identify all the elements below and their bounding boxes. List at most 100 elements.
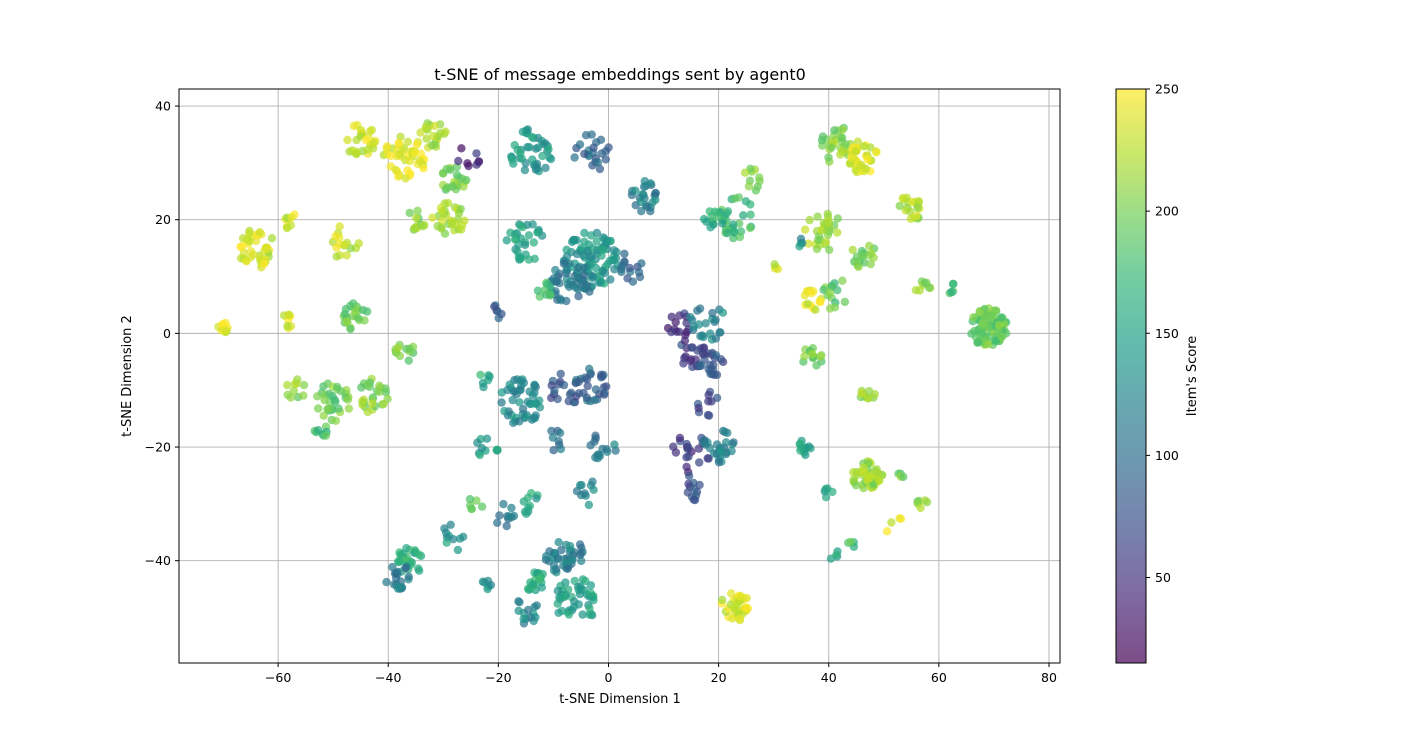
scatter-point <box>849 154 859 163</box>
scatter-point <box>693 306 702 315</box>
scatter-point <box>344 404 354 413</box>
scatter-point <box>838 147 847 156</box>
scatter-point <box>612 247 621 257</box>
scatter-point <box>574 285 583 294</box>
y-tick-label: −20 <box>145 440 171 455</box>
scatter-point <box>586 441 595 450</box>
scatter-point <box>949 279 958 289</box>
scatter-point <box>363 407 372 417</box>
scatter-point <box>428 213 437 222</box>
scatter-point <box>410 148 419 158</box>
scatter-point <box>289 386 298 395</box>
x-tick-label: 60 <box>931 670 947 685</box>
x-axis-ticks: −60 −40 −20 0 20 40 60 80 <box>265 663 1057 685</box>
scatter-point <box>313 392 322 401</box>
scatter-point <box>969 313 978 322</box>
scatter-point <box>442 538 451 547</box>
scatter-point <box>515 385 525 394</box>
scatter-point <box>251 236 261 246</box>
scatter-point <box>520 240 530 250</box>
scatter-points <box>214 119 1011 628</box>
scatter-point <box>865 251 874 260</box>
scatter-point <box>967 329 976 338</box>
scatter-point <box>553 586 562 596</box>
scatter-point <box>636 197 645 207</box>
scatter-point <box>602 445 611 454</box>
scatter-point <box>533 228 542 237</box>
scatter-point <box>646 179 655 188</box>
scatter-point <box>591 263 601 273</box>
scatter-point <box>386 151 395 160</box>
scatter-point <box>483 576 493 586</box>
scatter-point <box>680 336 690 345</box>
scatter-point <box>555 428 565 438</box>
scatter-point <box>585 364 594 373</box>
scatter-point <box>705 329 715 338</box>
scatter-point <box>402 544 411 553</box>
colorbar-tick-label: 50 <box>1155 570 1171 585</box>
scatter-point <box>687 315 697 325</box>
scatter-point <box>292 379 301 388</box>
scatter-point <box>429 131 438 141</box>
scatter-point <box>838 133 847 142</box>
scatter-point <box>411 213 421 223</box>
scatter-point <box>485 372 494 381</box>
scatter-point <box>585 287 594 296</box>
scatter-point <box>716 447 726 456</box>
scatter-point <box>849 468 858 477</box>
scatter-point <box>851 147 861 156</box>
scatter-point <box>398 146 407 155</box>
scatter-point <box>690 484 699 493</box>
scatter-point <box>283 380 292 390</box>
scatter-point <box>357 383 366 392</box>
scatter-point <box>824 153 833 162</box>
scatter-point <box>623 274 632 283</box>
plot-area: −60 −40 −20 0 20 40 60 80 −40 −20 0 20 40 <box>145 88 1061 685</box>
scatter-point <box>533 143 543 152</box>
scatter-point <box>542 552 551 561</box>
scatter-point <box>739 211 748 220</box>
scatter-point <box>404 356 413 365</box>
scatter-point <box>863 155 872 164</box>
scatter-point <box>675 311 684 320</box>
scatter-point <box>527 132 537 142</box>
scatter-point <box>564 610 574 619</box>
scatter-point <box>993 327 1003 336</box>
scatter-point <box>564 585 573 594</box>
scatter-point <box>572 249 582 259</box>
scatter-point <box>394 582 403 591</box>
scatter-point <box>422 134 431 143</box>
scatter-point <box>388 562 397 572</box>
scatter-point <box>474 157 484 166</box>
scatter-point <box>568 555 577 564</box>
scatter-point <box>671 448 681 457</box>
scatter-point <box>325 389 334 398</box>
scatter-point <box>532 601 541 610</box>
scatter-point <box>801 225 810 234</box>
scatter-point <box>703 454 712 463</box>
colorbar-ticks: 50 100 150 200 250 <box>1146 82 1179 585</box>
scatter-point <box>430 121 439 131</box>
scatter-point <box>822 226 832 235</box>
scatter-point <box>582 393 591 402</box>
scatter-point <box>404 572 413 581</box>
scatter-point <box>830 126 839 135</box>
scatter-point <box>591 385 601 394</box>
scatter-point <box>405 208 414 218</box>
scatter-point <box>682 462 691 472</box>
x-axis-label: t-SNE Dimension 1 <box>559 692 681 707</box>
scatter-point <box>838 276 847 285</box>
scatter-point <box>574 389 584 398</box>
scatter-point <box>714 458 724 467</box>
scatter-point <box>852 258 861 267</box>
scatter-point <box>689 495 698 504</box>
scatter-point <box>438 216 447 225</box>
scatter-point <box>420 220 429 230</box>
scatter-point <box>405 156 414 166</box>
scatter-point <box>727 446 736 456</box>
scatter-point <box>518 127 527 136</box>
scatter-point <box>853 137 862 146</box>
scatter-point <box>335 233 344 242</box>
scatter-point <box>472 149 481 158</box>
scatter-point <box>812 244 822 254</box>
